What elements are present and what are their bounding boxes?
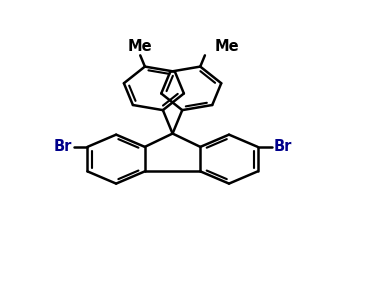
Text: Br: Br	[274, 139, 292, 154]
Text: Br: Br	[53, 139, 72, 154]
Text: Me: Me	[128, 39, 153, 54]
Text: Me: Me	[214, 39, 239, 54]
